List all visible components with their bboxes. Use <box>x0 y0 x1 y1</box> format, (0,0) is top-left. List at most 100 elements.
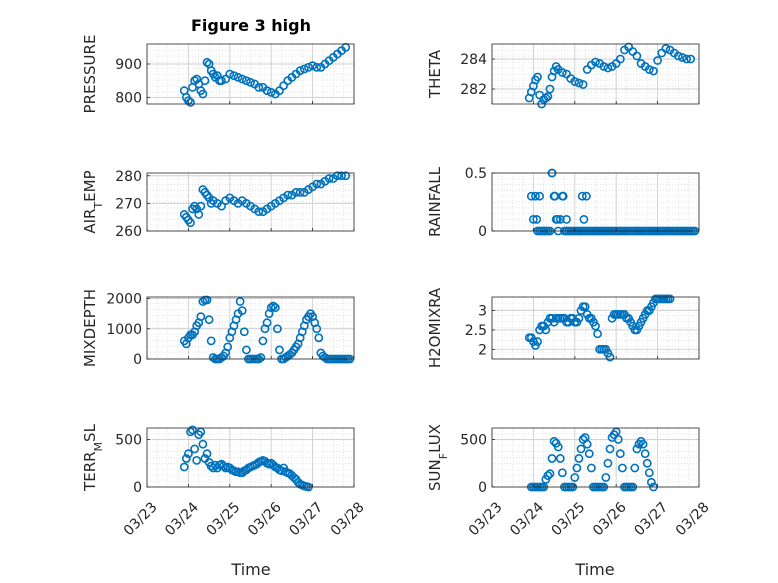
data-point <box>256 353 266 362</box>
panel-pressure: 800 900 PRESSURE <box>81 35 355 114</box>
y-tick-label: 282 <box>460 82 487 98</box>
data-point <box>541 325 551 335</box>
data-point <box>312 324 322 334</box>
data-point <box>324 174 334 183</box>
data-point <box>196 312 206 322</box>
figure-title: Figure 3 high <box>191 16 311 35</box>
x-tick-label: 03/26 <box>245 499 285 539</box>
y-tick-label: 3 <box>478 304 487 320</box>
data-point <box>535 191 545 201</box>
data-point <box>665 294 675 304</box>
data-point <box>233 72 243 82</box>
data-point <box>198 89 208 99</box>
data-point <box>686 54 696 64</box>
data-point <box>246 77 255 87</box>
data-point <box>549 66 559 76</box>
data-point <box>258 336 268 346</box>
data-point <box>225 69 235 79</box>
data-point <box>591 321 600 331</box>
data-point <box>270 303 280 312</box>
data-point <box>196 201 206 211</box>
data-point <box>181 454 191 463</box>
y-tick-label: 900 <box>115 57 142 73</box>
data-point <box>640 449 650 459</box>
data-point <box>642 458 652 468</box>
data-point <box>198 297 208 306</box>
data-points <box>179 425 313 492</box>
y-axis-label: SUNFLUX <box>426 424 450 491</box>
y-tick-label: 0 <box>478 224 487 240</box>
axes-box <box>146 427 355 488</box>
data-point <box>591 57 600 67</box>
x-tick-label: 03/25 <box>204 499 244 539</box>
y-axis-label: PRESSURE <box>81 35 99 114</box>
data-point <box>613 435 623 444</box>
data-point <box>682 54 691 64</box>
data-point <box>333 171 342 181</box>
plot-area <box>492 428 699 487</box>
data-point <box>574 78 584 88</box>
y-axis-label: TERRMSL <box>81 423 105 492</box>
data-point <box>586 463 596 473</box>
data-point <box>254 207 264 217</box>
data-points <box>524 294 675 362</box>
data-point <box>618 463 627 473</box>
data-point <box>558 191 568 201</box>
data-point <box>644 468 654 478</box>
data-point <box>217 201 226 211</box>
data-point <box>555 214 565 224</box>
y-tick-label: 260 <box>115 224 142 240</box>
x-tick-label: 03/26 <box>590 499 630 539</box>
data-point <box>237 306 247 316</box>
x-axis-label-left: Time <box>230 560 270 579</box>
data-point <box>553 442 563 452</box>
data-point <box>266 303 276 312</box>
data-points <box>179 171 351 228</box>
data-point <box>570 473 580 482</box>
data-point <box>188 425 197 435</box>
y-tick-label: 500 <box>460 432 487 448</box>
data-point <box>572 463 582 473</box>
data-point <box>577 191 587 201</box>
data-point <box>553 214 562 224</box>
data-point <box>555 454 565 463</box>
data-point <box>308 61 317 71</box>
data-point <box>283 190 293 200</box>
axes-box <box>146 296 355 360</box>
data-point <box>202 295 212 305</box>
data-point <box>533 72 542 82</box>
data-point <box>241 76 251 86</box>
data-point <box>545 469 555 479</box>
panel-rainfall: 0 0.5 RAINFALL <box>426 166 700 240</box>
data-point <box>192 455 202 465</box>
data-point <box>653 56 662 65</box>
data-point <box>549 436 559 446</box>
data-point <box>291 187 301 197</box>
panel-air-temp: 260 270 280 AIRTEMP <box>81 169 355 240</box>
data-point <box>529 214 538 224</box>
y-tick-label: 800 <box>115 90 142 106</box>
y-tick-label: 280 <box>115 169 142 185</box>
data-point <box>584 449 594 459</box>
data-point <box>295 66 305 76</box>
data-point <box>562 214 571 224</box>
data-point <box>262 86 272 96</box>
data-point <box>615 54 625 64</box>
data-point <box>557 468 567 478</box>
data-point <box>630 463 640 473</box>
data-point <box>273 324 282 334</box>
data-point <box>605 352 615 362</box>
data-point <box>337 171 346 181</box>
y-tick-label: 0 <box>133 480 142 496</box>
data-point <box>570 77 580 86</box>
axes-box <box>491 43 700 105</box>
data-point <box>254 82 264 92</box>
x-tick-label: 03/25 <box>549 499 589 539</box>
data-point <box>541 93 551 103</box>
data-point <box>574 454 584 463</box>
y-tick-label: 0.5 <box>465 166 487 182</box>
y-tick-label: 2.5 <box>465 323 487 339</box>
plot-area <box>147 428 354 487</box>
axes-box <box>491 172 700 232</box>
